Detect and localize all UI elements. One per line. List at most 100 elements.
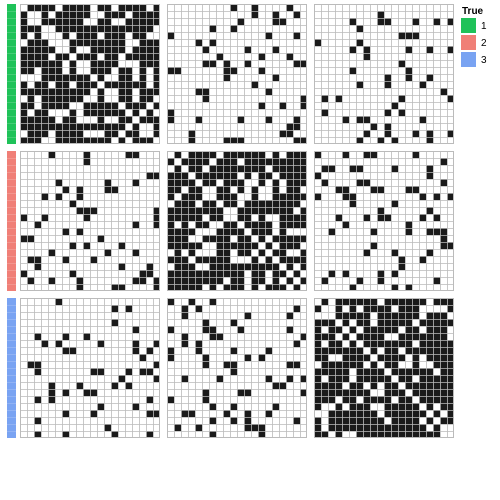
heatmap-cell — [27, 95, 34, 102]
heatmap-cell — [202, 200, 209, 207]
heatmap-cell — [349, 403, 356, 410]
heatmap-cell — [433, 431, 440, 438]
heatmap-cell — [412, 151, 419, 158]
heatmap-cell — [146, 368, 153, 375]
heatmap-cell — [272, 158, 279, 165]
heatmap-cell — [426, 326, 433, 333]
heatmap-cell — [153, 123, 160, 130]
heatmap-cell — [265, 410, 272, 417]
heatmap-cell — [377, 214, 384, 221]
heatmap-cell — [405, 67, 412, 74]
heatmap-cell — [426, 228, 433, 235]
heatmap-cell — [349, 410, 356, 417]
heatmap-cell — [223, 200, 230, 207]
heatmap-cell — [167, 67, 174, 74]
heatmap-cell — [433, 277, 440, 284]
heatmap-cell — [223, 228, 230, 235]
heatmap-cell — [153, 130, 160, 137]
heatmap-cell — [293, 151, 300, 158]
heatmap-cell — [335, 95, 342, 102]
heatmap-cell — [174, 270, 181, 277]
heatmap-cell — [55, 193, 62, 200]
heatmap-cell — [293, 193, 300, 200]
heatmap-cell — [62, 228, 69, 235]
heatmap-cell — [118, 67, 125, 74]
heatmap-cell — [447, 319, 454, 326]
heatmap-cell — [335, 361, 342, 368]
heatmap-cell — [279, 165, 286, 172]
heatmap-cell — [41, 67, 48, 74]
heatmap-cell — [293, 60, 300, 67]
heatmap-cell — [55, 81, 62, 88]
group-bar-cell — [7, 284, 16, 291]
heatmap-cell — [300, 60, 307, 67]
heatmap-cell — [216, 165, 223, 172]
heatmap-cell — [447, 382, 454, 389]
heatmap-cell — [41, 88, 48, 95]
heatmap-cell — [83, 32, 90, 39]
heatmap-cell — [76, 18, 83, 25]
group-bar-cell — [7, 389, 16, 396]
heatmap-cell — [419, 431, 426, 438]
heatmap-cell — [83, 4, 90, 11]
heatmap-cell — [356, 410, 363, 417]
heatmap-cell — [48, 88, 55, 95]
heatmap-cell — [34, 431, 41, 438]
heatmap-cell — [230, 200, 237, 207]
heatmap-cell — [293, 305, 300, 312]
heatmap-cell — [83, 11, 90, 18]
heatmap-cell — [377, 326, 384, 333]
heatmap-cell — [104, 46, 111, 53]
heatmap-cell — [349, 200, 356, 207]
heatmap-cell — [97, 67, 104, 74]
group-bar-cell — [7, 270, 16, 277]
heatmap-cell — [76, 25, 83, 32]
heatmap-cell — [111, 431, 118, 438]
heatmap-cell — [293, 200, 300, 207]
heatmap-cell — [265, 116, 272, 123]
heatmap-cell — [335, 305, 342, 312]
heatmap-cell — [202, 235, 209, 242]
heatmap-cell — [286, 179, 293, 186]
heatmap-cell — [328, 270, 335, 277]
heatmap-cell — [405, 319, 412, 326]
heatmap-cell — [230, 179, 237, 186]
heatmap-cell — [433, 354, 440, 361]
heatmap-cell — [440, 403, 447, 410]
legend-swatch-3 — [461, 52, 476, 67]
heatmap-cell — [223, 263, 230, 270]
heatmap-cell — [272, 249, 279, 256]
heatmap-cell — [342, 193, 349, 200]
group-bar-cell — [7, 221, 16, 228]
heatmap-cell — [237, 18, 244, 25]
heatmap-cell — [118, 46, 125, 53]
heatmap-cell — [27, 256, 34, 263]
heatmap-cell — [286, 165, 293, 172]
heatmap-cell — [55, 11, 62, 18]
heatmap-cell — [286, 277, 293, 284]
heatmap-cell — [125, 25, 132, 32]
heatmap-cell — [279, 235, 286, 242]
heatmap-cell — [356, 312, 363, 319]
group-bar-cell — [7, 431, 16, 438]
heatmap-cell — [300, 179, 307, 186]
heatmap-cell — [335, 382, 342, 389]
heatmap-cell — [244, 410, 251, 417]
heatmap-cell — [300, 193, 307, 200]
heatmap-cell — [146, 88, 153, 95]
heatmap-cell — [41, 193, 48, 200]
heatmap-cell — [111, 46, 118, 53]
heatmap-cell — [300, 235, 307, 242]
heatmap-cell — [251, 424, 258, 431]
heatmap-cell — [433, 410, 440, 417]
heatmap-cell — [90, 256, 97, 263]
heatmap-cell — [125, 53, 132, 60]
heatmap-cell — [90, 32, 97, 39]
heatmap-cell — [139, 11, 146, 18]
heatmap-cell — [48, 123, 55, 130]
heatmap-cell — [27, 4, 34, 11]
heatmap-cell — [195, 270, 202, 277]
heatmap-cell — [83, 123, 90, 130]
heatmap-cell — [426, 396, 433, 403]
